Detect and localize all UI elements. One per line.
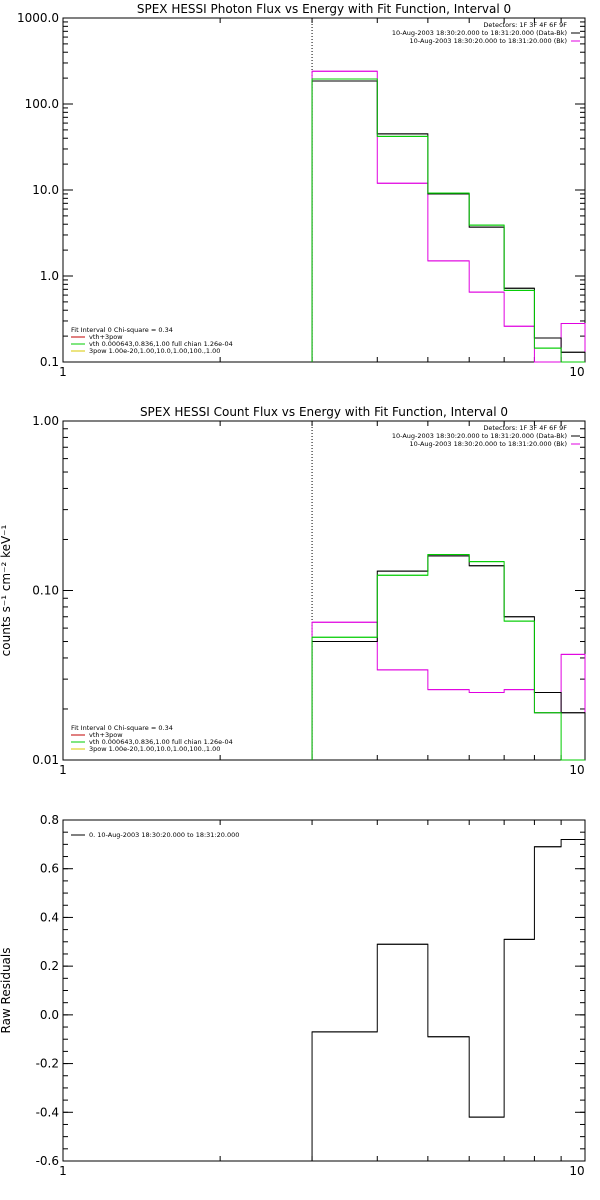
y-axis-label: Raw Residuals: [0, 948, 13, 1034]
chart-panel-2: SPEX HESSI Count Flux vs Energy with Fit…: [0, 405, 586, 777]
y-tick-label: 0.8: [40, 813, 59, 827]
series-bk: [311, 621, 586, 760]
info-line: Detectors: 1F 3F 4F 6F 9F: [483, 21, 567, 29]
series-data: [311, 80, 586, 362]
y-tick-label: -0.4: [36, 1105, 59, 1119]
chart-title: SPEX HESSI Count Flux vs Energy with Fit…: [140, 405, 508, 419]
x-tick-label: 10: [569, 1164, 584, 1178]
x-tick-label: 1: [59, 1164, 67, 1178]
y-tick-label: 0.0: [40, 1008, 59, 1022]
y-tick-label: 10.0: [32, 183, 59, 197]
legend-entry: vth+3pow: [89, 731, 123, 739]
series-line-fit: [311, 554, 585, 761]
x-axis: 1 10: [59, 18, 586, 379]
legend-entry: 3pow 1.00e-20,1.00,10.0,1.00,100.,1.00: [89, 745, 220, 753]
legend-header: Fit Interval 0 Chi-square = 0.34: [71, 326, 173, 334]
series-data: [311, 838, 585, 1161]
y-tick-label: 0.1: [40, 355, 59, 369]
y-tick-label: 1.0: [40, 269, 59, 283]
series-line-bk: [311, 70, 586, 363]
info-line: 10-Aug-2003 18:30:20.000 to 18:31:20.000…: [410, 37, 567, 45]
y-axis: 1.00 0.10 0.01: [32, 414, 585, 767]
plot-frame: [62, 17, 586, 363]
series-line-bk: [311, 621, 586, 760]
plot-frame: [62, 420, 586, 761]
series-line-data: [311, 80, 586, 362]
info-line: 10-Aug-2003 18:30:20.000 to 18:31:20.000…: [392, 29, 567, 37]
info-line: 10-Aug-2003 18:30:20.000 to 18:31:20.000…: [410, 440, 567, 448]
y-tick-label: -0.6: [36, 1154, 59, 1168]
y-tick-label: 0.4: [40, 910, 59, 924]
y-tick-label: 100.0: [25, 97, 59, 111]
y-tick-label: -0.2: [36, 1057, 59, 1071]
chart-panel-1: SPEX HESSI Photon Flux vs Energy with Fi…: [17, 2, 586, 379]
y-tick-label: 1.00: [32, 414, 59, 428]
x-tick-label: 1: [59, 763, 67, 777]
x-axis: 1 10: [59, 820, 586, 1178]
y-tick-label: 0.01: [32, 753, 59, 767]
series-line-fit: [311, 78, 585, 363]
y-tick-label: 0.2: [40, 959, 59, 973]
y-tick-label: 0.6: [40, 862, 59, 876]
x-tick-label: 10: [569, 365, 584, 379]
series-line-data: [311, 555, 586, 760]
x-tick-label: 1: [59, 365, 67, 379]
legend-entry: vth 0.000643,0.836,1.00 full chian 1.26e…: [89, 738, 233, 746]
series-data: [311, 555, 586, 760]
series-bk: [311, 70, 586, 363]
y-tick-label: 0.10: [32, 584, 59, 598]
legend-entry: 0. 10-Aug-2003 18:30:20.000 to 18:31:20.…: [89, 831, 239, 839]
series-fit: [311, 554, 585, 761]
info-line: Detectors: 1F 3F 4F 6F 9F: [483, 424, 567, 432]
plot-frame: [62, 819, 586, 1162]
series-line-data: [311, 838, 585, 1161]
y-axis-label: counts s⁻¹ cm⁻² keV⁻¹: [0, 524, 13, 656]
legend-entry: vth+3pow: [89, 333, 123, 341]
y-tick-label: 1000.0: [17, 11, 59, 25]
info-line: 10-Aug-2003 18:30:20.000 to 18:31:20.000…: [392, 432, 567, 440]
chart-title: SPEX HESSI Photon Flux vs Energy with Fi…: [137, 2, 511, 16]
legend-entry: 3pow 1.00e-20,1.00,10.0,1.00,100.,1.00: [89, 347, 220, 355]
y-axis: 1000.0 100.0 10.0 1.0 0.1: [17, 11, 585, 369]
chart-panel-3: 1 10 0.8 0.6 0.4 0.2 0.0 -0.2 -0.4 -0.6 Raw Residu…: [0, 813, 586, 1178]
x-tick-label: 10: [569, 763, 584, 777]
legend-entry: vth 0.000643,0.836,1.00 full chian 1.26e…: [89, 340, 233, 348]
y-axis: 0.8 0.6 0.4 0.2 0.0 -0.2 -0.4 -0.6: [36, 813, 585, 1168]
series-fit: [311, 78, 585, 363]
legend-header: Fit Interval 0 Chi-square = 0.34: [71, 724, 173, 732]
